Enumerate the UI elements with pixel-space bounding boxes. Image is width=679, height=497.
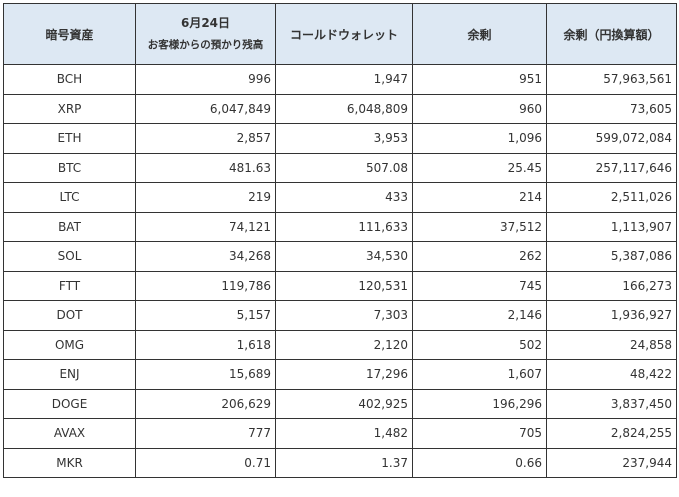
table-row: BAT 74,121 111,633 37,512 1,113,907 (3, 211, 677, 242)
cell-surplus: 745 (412, 270, 547, 301)
cell-surplus-jpy: 1,113,907 (546, 211, 677, 242)
cell-cold-wallet: 1.37 (275, 447, 413, 478)
cell-cold-wallet: 7,303 (275, 300, 413, 331)
table-row: BTC 481.63 507.08 25.45 257,117,646 (3, 152, 677, 183)
cell-customer-balance: 481.63 (135, 152, 276, 183)
table-row: OMG 1,618 2,120 502 24,858 (3, 329, 677, 360)
cell-surplus: 0.66 (412, 447, 547, 478)
cell-asset: SOL (3, 241, 136, 272)
cell-surplus-jpy: 57,963,561 (546, 64, 677, 95)
table-header: 暗号資産 6月24日 お客様からの預かり残高 コールドウォレット 余剰 余剰（円… (3, 3, 677, 65)
cell-customer-balance: 119,786 (135, 270, 276, 301)
cell-asset: BCH (3, 64, 136, 95)
cell-asset: MKR (3, 447, 136, 478)
table-body: BCH 996 1,947 951 57,963,561 XRP 6,047,849 6,04… (3, 64, 677, 478)
header-customer-balance-label: お客様からの預かり残高 (147, 39, 264, 51)
table-row: XRP 6,047,849 6,048,809 960 73,605 (3, 93, 677, 124)
cell-customer-balance: 15,689 (135, 359, 276, 390)
header-surplus: 余剰 (412, 3, 547, 65)
table-row: AVAX 777 1,482 705 2,824,255 (3, 418, 677, 449)
cell-surplus: 1,096 (412, 123, 547, 154)
cell-surplus-jpy: 166,273 (546, 270, 677, 301)
cell-asset: AVAX (3, 418, 136, 449)
cell-surplus: 25.45 (412, 152, 547, 183)
cell-surplus-jpy: 237,944 (546, 447, 677, 478)
cell-customer-balance: 0.71 (135, 447, 276, 478)
cell-surplus: 1,607 (412, 359, 547, 390)
cell-cold-wallet: 2,120 (275, 329, 413, 360)
cell-customer-balance: 6,047,849 (135, 93, 276, 124)
cell-surplus-jpy: 2,824,255 (546, 418, 677, 449)
cell-surplus-jpy: 24,858 (546, 329, 677, 360)
cell-surplus: 262 (412, 241, 547, 272)
cell-customer-balance: 74,121 (135, 211, 276, 242)
cell-surplus-jpy: 2,511,026 (546, 182, 677, 213)
cell-customer-balance: 206,629 (135, 388, 276, 419)
cell-cold-wallet: 120,531 (275, 270, 413, 301)
cell-customer-balance: 777 (135, 418, 276, 449)
cell-surplus: 2,146 (412, 300, 547, 331)
table-row: FTT 119,786 120,531 745 166,273 (3, 270, 677, 301)
cell-cold-wallet: 6,048,809 (275, 93, 413, 124)
cell-surplus: 951 (412, 64, 547, 95)
cell-cold-wallet: 507.08 (275, 152, 413, 183)
header-customer-balance: 6月24日 お客様からの預かり残高 (135, 3, 276, 65)
cell-asset: FTT (3, 270, 136, 301)
cell-asset: BTC (3, 152, 136, 183)
cell-surplus: 37,512 (412, 211, 547, 242)
header-date: 6月24日 (180, 16, 231, 30)
cell-asset: ETH (3, 123, 136, 154)
cell-cold-wallet: 34,530 (275, 241, 413, 272)
cell-cold-wallet: 111,633 (275, 211, 413, 242)
table-row: DOT 5,157 7,303 2,146 1,936,927 (3, 300, 677, 331)
cell-asset: ENJ (3, 359, 136, 390)
cell-asset: XRP (3, 93, 136, 124)
table-row: LTC 219 433 214 2,511,026 (3, 182, 677, 213)
cell-asset: OMG (3, 329, 136, 360)
cell-customer-balance: 219 (135, 182, 276, 213)
cell-surplus: 705 (412, 418, 547, 449)
cell-customer-balance: 996 (135, 64, 276, 95)
header-asset: 暗号資産 (3, 3, 136, 65)
table-row: MKR 0.71 1.37 0.66 237,944 (3, 447, 677, 478)
crypto-balance-table: 暗号資産 6月24日 お客様からの預かり残高 コールドウォレット 余剰 余剰（円… (3, 3, 677, 478)
table-row: SOL 34,268 34,530 262 5,387,086 (3, 241, 677, 272)
cell-cold-wallet: 402,925 (275, 388, 413, 419)
header-cold-wallet: コールドウォレット (275, 3, 413, 65)
cell-surplus: 502 (412, 329, 547, 360)
cell-surplus-jpy: 5,387,086 (546, 241, 677, 272)
cell-asset: DOGE (3, 388, 136, 419)
table-row: ETH 2,857 3,953 1,096 599,072,084 (3, 123, 677, 154)
cell-customer-balance: 34,268 (135, 241, 276, 272)
cell-asset: LTC (3, 182, 136, 213)
header-row: 暗号資産 6月24日 お客様からの預かり残高 コールドウォレット 余剰 余剰（円… (3, 3, 677, 65)
table-row: ENJ 15,689 17,296 1,607 48,422 (3, 359, 677, 390)
cell-surplus: 960 (412, 93, 547, 124)
cell-surplus-jpy: 599,072,084 (546, 123, 677, 154)
cell-asset: BAT (3, 211, 136, 242)
cell-customer-balance: 1,618 (135, 329, 276, 360)
cell-surplus-jpy: 1,936,927 (546, 300, 677, 331)
cell-cold-wallet: 1,947 (275, 64, 413, 95)
balance-table-container: 暗号資産 6月24日 お客様からの預かり残高 コールドウォレット 余剰 余剰（円… (3, 3, 677, 478)
cell-cold-wallet: 1,482 (275, 418, 413, 449)
header-surplus-jpy: 余剰（円換算額） (546, 3, 677, 65)
cell-cold-wallet: 433 (275, 182, 413, 213)
cell-surplus-jpy: 48,422 (546, 359, 677, 390)
cell-surplus-jpy: 257,117,646 (546, 152, 677, 183)
cell-customer-balance: 2,857 (135, 123, 276, 154)
cell-surplus: 196,296 (412, 388, 547, 419)
cell-cold-wallet: 17,296 (275, 359, 413, 390)
table-row: BCH 996 1,947 951 57,963,561 (3, 64, 677, 95)
cell-cold-wallet: 3,953 (275, 123, 413, 154)
table-row: DOGE 206,629 402,925 196,296 3,837,450 (3, 388, 677, 419)
cell-surplus-jpy: 73,605 (546, 93, 677, 124)
cell-surplus-jpy: 3,837,450 (546, 388, 677, 419)
cell-surplus: 214 (412, 182, 547, 213)
cell-asset: DOT (3, 300, 136, 331)
cell-customer-balance: 5,157 (135, 300, 276, 331)
